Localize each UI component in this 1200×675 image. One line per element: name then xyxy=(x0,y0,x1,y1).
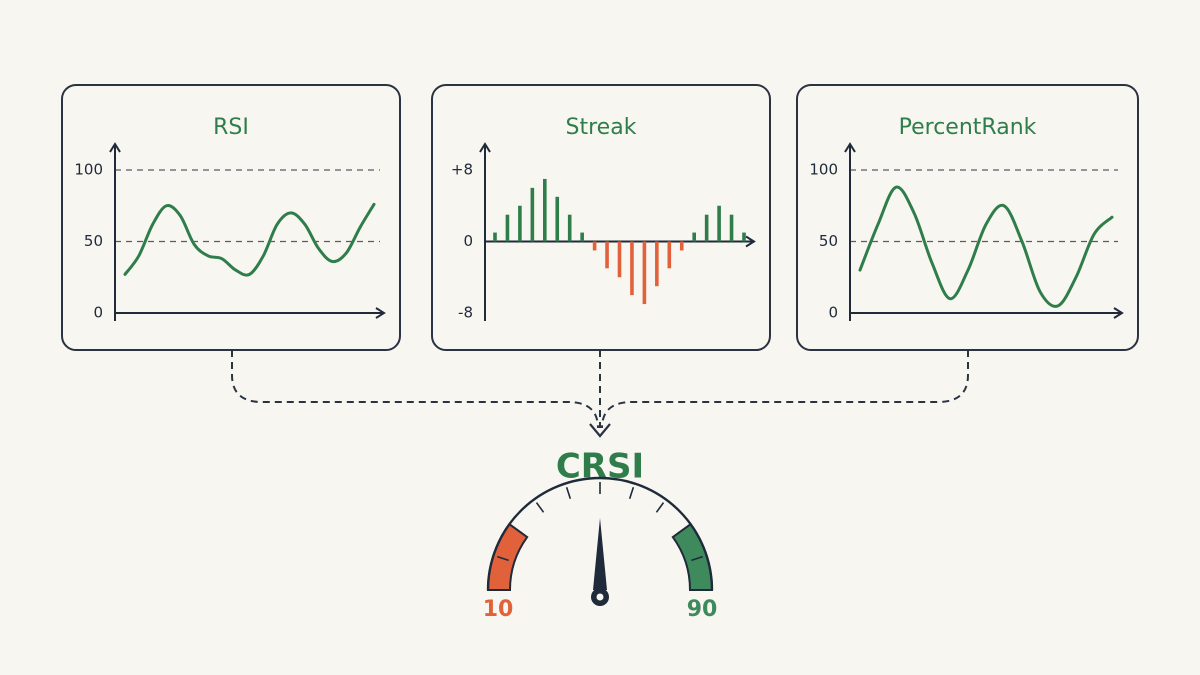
y-axis xyxy=(844,142,856,321)
gauge-arc xyxy=(486,476,714,591)
bar xyxy=(742,232,746,242)
gauge-tick xyxy=(565,487,572,499)
x-axis xyxy=(850,307,1124,319)
panel xyxy=(431,84,771,351)
y-tick-label: 0 xyxy=(828,304,838,322)
bar xyxy=(729,214,734,242)
y-tick-label: +8 xyxy=(451,161,473,179)
y-tick-label: 0 xyxy=(463,232,473,250)
panel-title: RSI xyxy=(213,115,249,140)
line xyxy=(858,185,1114,308)
y-tick-label: 0 xyxy=(93,304,103,322)
y-tick-label: -8 xyxy=(458,304,473,322)
bar xyxy=(555,196,560,242)
panel-title: PercentRank xyxy=(899,115,1037,140)
panel-title: Streak xyxy=(566,115,637,140)
panel xyxy=(61,84,401,351)
bar xyxy=(704,214,709,242)
arrow-head xyxy=(589,423,611,438)
line xyxy=(123,202,376,277)
output-title: CRSI xyxy=(556,447,644,487)
x-axis xyxy=(115,307,386,319)
bar xyxy=(580,232,584,242)
gauge-label: 10 xyxy=(483,597,514,622)
bar xyxy=(505,214,510,242)
connectors xyxy=(231,350,969,429)
bar xyxy=(567,214,572,242)
gauge-tick xyxy=(512,525,523,535)
needle-hub-center xyxy=(596,593,604,601)
gauge-tick xyxy=(655,502,665,513)
gauge-tick xyxy=(677,525,688,535)
bar xyxy=(592,241,597,251)
bar xyxy=(543,178,547,242)
gauge-tick xyxy=(691,555,703,562)
needle xyxy=(593,518,607,590)
bar xyxy=(617,241,622,278)
bar xyxy=(667,241,672,269)
y-tick-label: 50 xyxy=(819,232,838,250)
panel xyxy=(796,84,1139,351)
bar xyxy=(692,232,696,242)
bar xyxy=(717,205,721,242)
gauge-label: 90 xyxy=(687,597,718,622)
gauge-tick xyxy=(628,487,635,499)
y-tick-label: 100 xyxy=(74,161,103,179)
gauge-tick xyxy=(535,502,545,513)
bar xyxy=(605,241,609,269)
bar xyxy=(655,241,659,287)
bar xyxy=(530,187,535,242)
bar xyxy=(493,232,497,242)
y-tick-label: 50 xyxy=(84,232,103,250)
bar xyxy=(630,241,634,296)
gauge-tick xyxy=(497,555,509,562)
y-axis xyxy=(479,142,491,321)
bar xyxy=(642,241,647,305)
y-axis xyxy=(109,142,121,321)
y-tick-label: 100 xyxy=(809,161,838,179)
bar xyxy=(679,241,684,251)
bar xyxy=(518,205,522,242)
